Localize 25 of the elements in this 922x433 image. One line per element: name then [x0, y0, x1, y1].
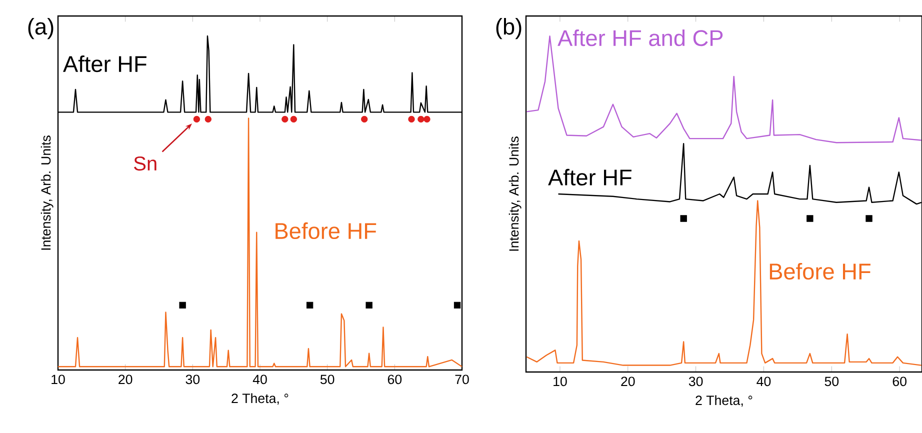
x-tick-label: 30	[688, 376, 703, 386]
x-tick-label: 70	[455, 374, 469, 384]
x-tick-label: 40	[756, 376, 771, 386]
annotation: Sn	[134, 156, 156, 171]
y-axis-title: Intensity, Arb. Units	[508, 136, 522, 251]
series-label: Before HF	[770, 262, 870, 280]
y-axis-title: Intensity, Arb. Units	[40, 136, 54, 250]
series-label: After HF	[548, 168, 632, 186]
series-label: Before HF	[276, 222, 376, 240]
x-tick-label: 50	[824, 376, 839, 386]
chart-title: (b)	[496, 18, 522, 40]
x-tick-label: 10	[554, 376, 567, 386]
x-tick-label: 50	[320, 374, 334, 384]
x-tick-label: 20	[118, 374, 132, 384]
series-label: After HF and CP	[558, 30, 723, 46]
x-axis-title: 2 Theta, °	[696, 395, 752, 407]
chart-title: (a)	[28, 18, 54, 40]
x-tick-label: 60	[388, 374, 402, 384]
x-tick-label: 10	[52, 374, 65, 384]
x-tick-label: 60	[892, 376, 906, 386]
x-axis-title: 2 Theta, °	[232, 393, 288, 405]
x-tick-label: 20	[621, 376, 635, 386]
x-tick-label: 40	[252, 374, 267, 384]
series-label: After HF	[63, 55, 146, 72]
x-tick-label: 30	[186, 374, 200, 384]
